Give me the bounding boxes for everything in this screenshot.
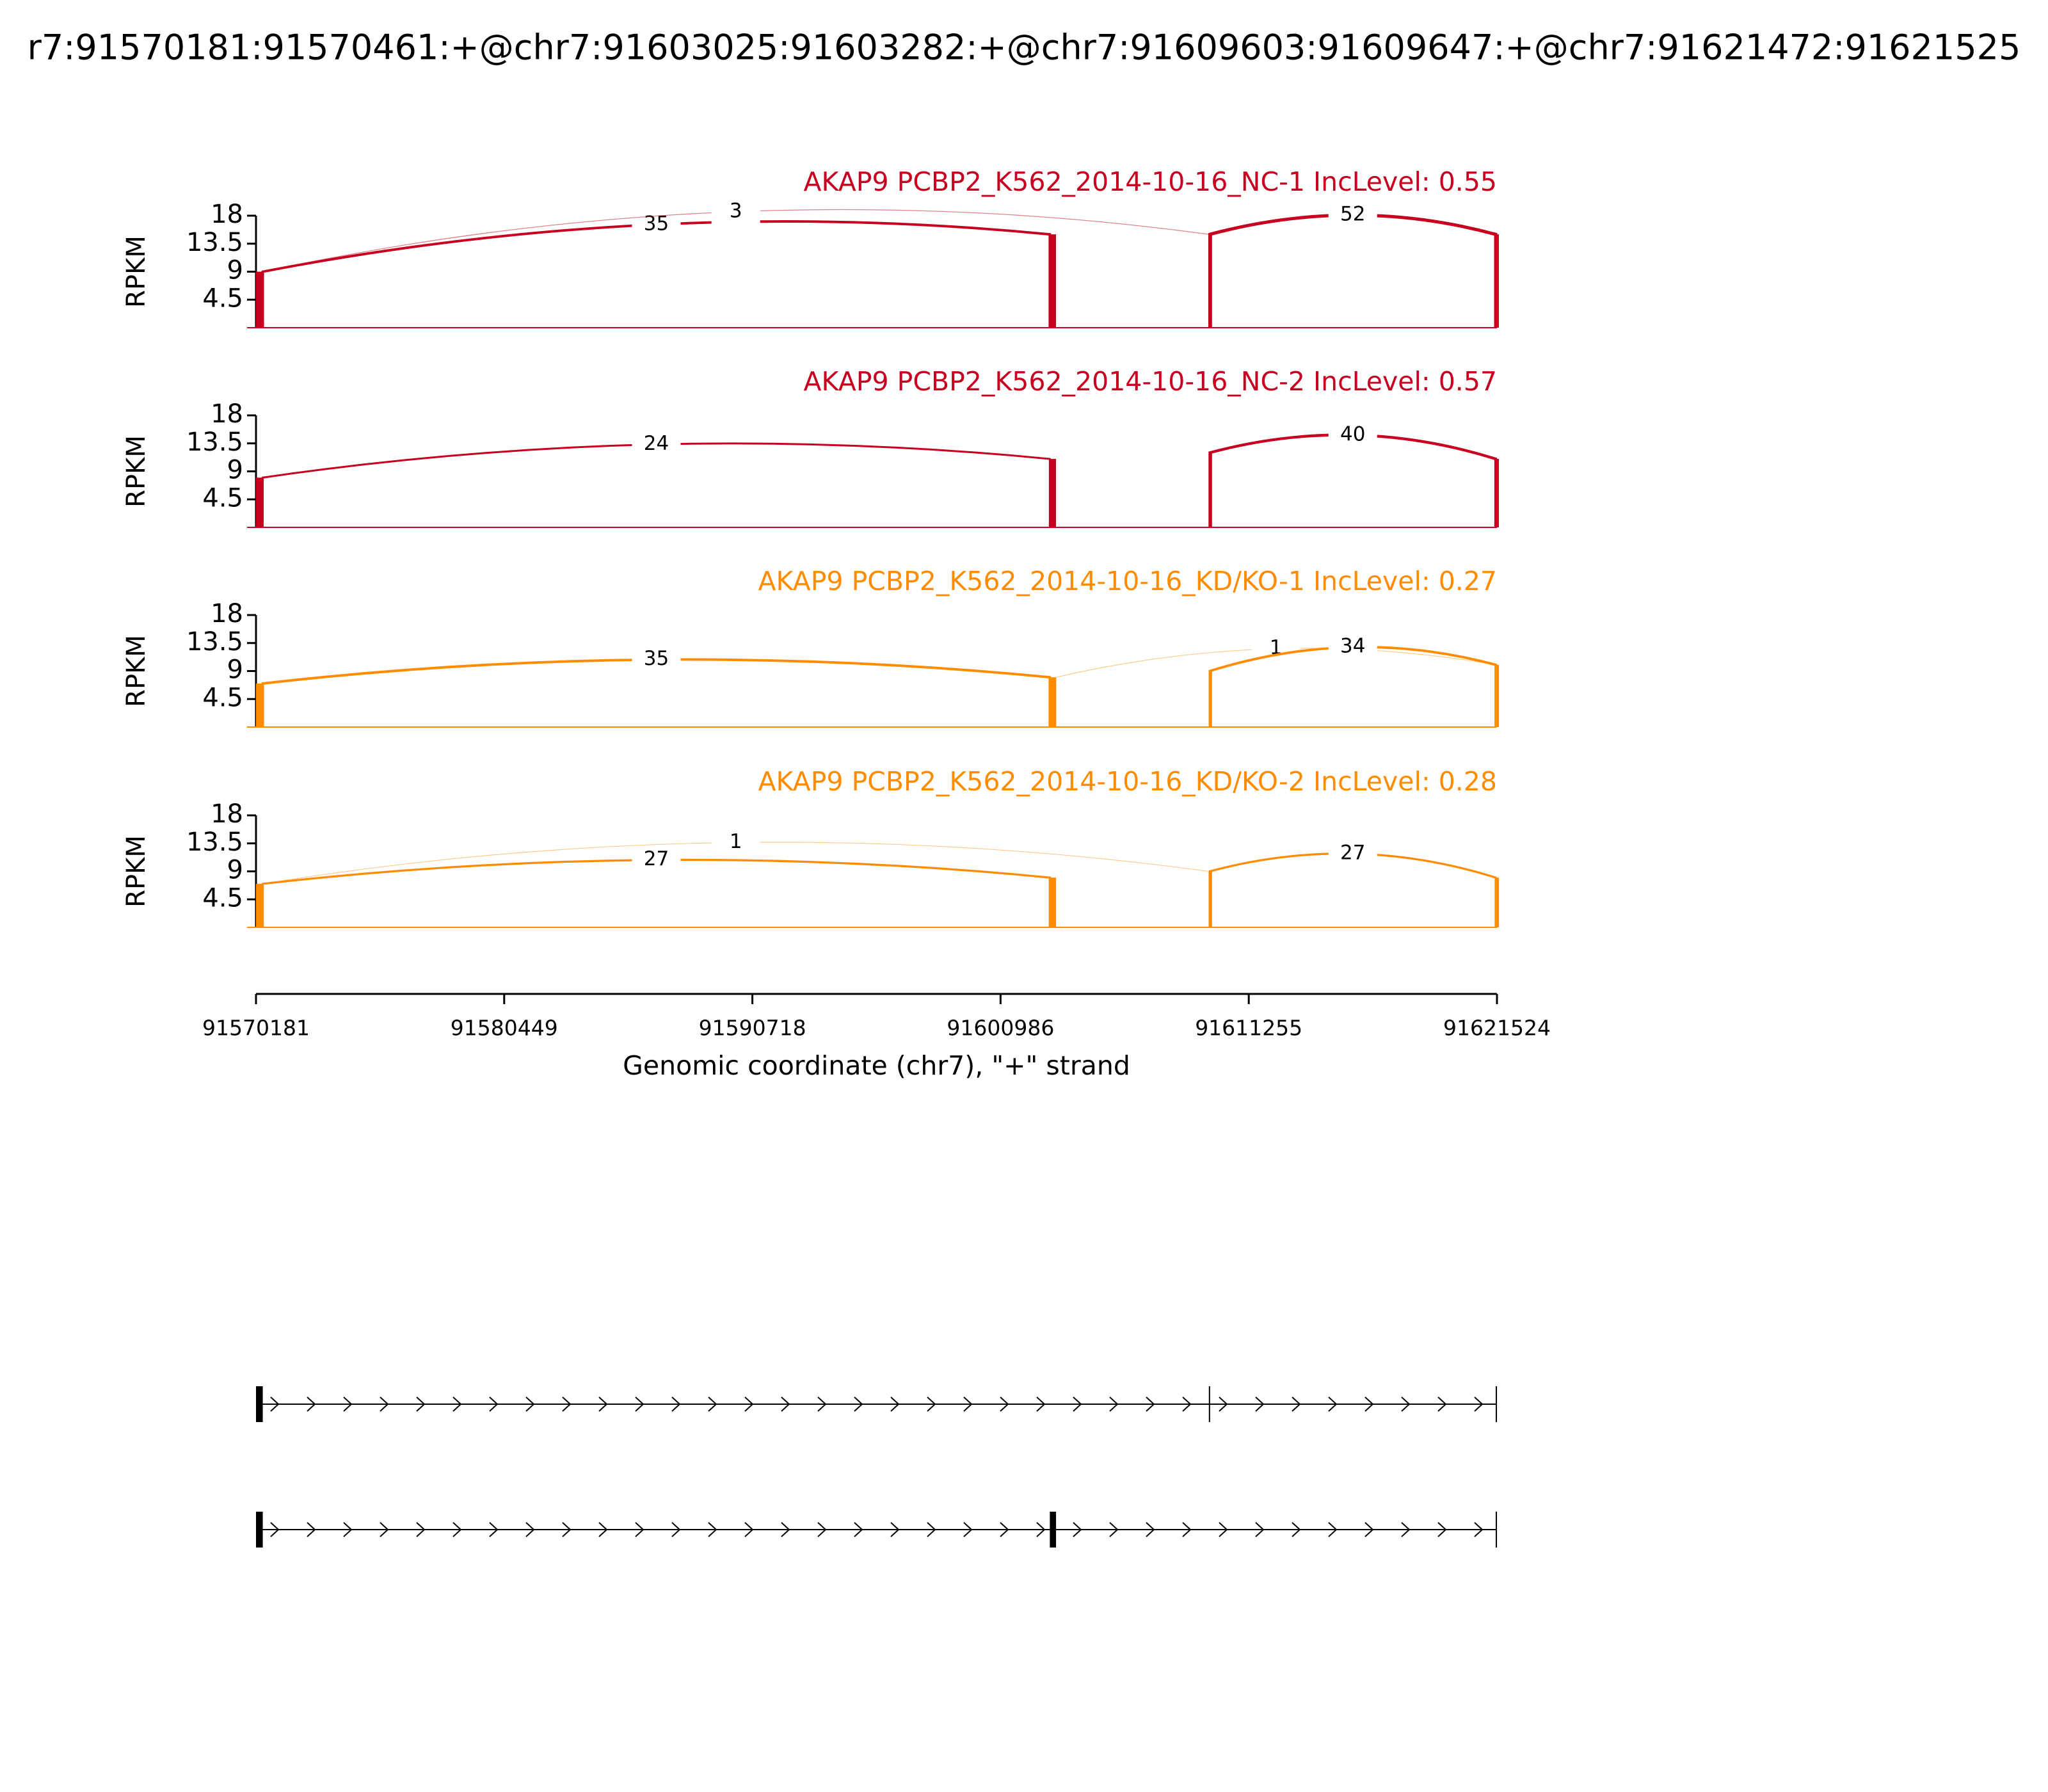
panel-title: AKAP9 PCBP2_K562_2014-10-16_NC-2 IncLeve…	[804, 366, 1498, 397]
junction-label-bg	[711, 198, 760, 225]
exon-coverage	[1050, 234, 1057, 328]
exon-coverage	[256, 883, 263, 927]
y-tick-label: 9	[227, 256, 243, 285]
x-tick-label: 91611255	[1195, 1016, 1302, 1041]
panel-title: AKAP9 PCBP2_K562_2014-10-16_KD/KO-1 IncL…	[758, 566, 1497, 596]
y-tick-label: 18	[211, 399, 243, 429]
junction-label-bg	[632, 431, 681, 458]
exon-coverage	[1050, 877, 1057, 927]
junction-label-bg	[1328, 202, 1377, 228]
junction-label: 40	[1340, 422, 1365, 445]
x-tick-label: 91600986	[947, 1016, 1054, 1041]
junction-arc	[1208, 433, 1498, 527]
exon-coverage	[256, 477, 263, 527]
exon-coverage	[1050, 677, 1057, 727]
x-tick-label: 91570181	[202, 1016, 310, 1041]
exon	[1496, 1512, 1498, 1548]
junction-label-bg	[632, 646, 681, 673]
exon-coverage	[1496, 664, 1500, 727]
junction-label-bg	[1328, 840, 1377, 867]
exon	[256, 1386, 263, 1422]
junction-label-bg	[711, 829, 760, 856]
exon-coverage	[1496, 877, 1500, 927]
junction-arc	[1208, 213, 1498, 328]
junction-label: 3	[730, 199, 742, 222]
junction-arc	[261, 220, 1052, 328]
x-tick-label: 91590718	[699, 1016, 806, 1041]
y-tick-label: 9	[227, 856, 243, 885]
figure-title: r7:91570181:91570461:+@chr7:91603025:916…	[28, 28, 2021, 68]
y-tick-label: 4.5	[202, 883, 243, 913]
panel-title: AKAP9 PCBP2_K562_2014-10-16_KD/KO-2 IncL…	[758, 766, 1497, 797]
y-tick-label: 4.5	[202, 683, 243, 712]
y-tick-label: 13.5	[186, 828, 243, 857]
exon-coverage	[256, 271, 263, 328]
x-tick-label: 91580449	[451, 1016, 558, 1041]
y-axis-label: RPKM	[122, 835, 151, 908]
junction-label: 1	[730, 830, 742, 853]
exon	[256, 1512, 263, 1548]
y-tick-label: 4.5	[202, 483, 243, 513]
junction-label-bg	[632, 847, 681, 873]
x-axis-label: Genomic coordinate (chr7), "+" strand	[623, 1050, 1130, 1081]
junction-label-bg	[1328, 634, 1377, 660]
exon	[1208, 1386, 1210, 1422]
junction-label: 35	[644, 647, 669, 670]
exon-coverage	[256, 683, 263, 727]
junction-label-bg	[1328, 422, 1377, 448]
strand-chevrons	[270, 1522, 1484, 1537]
junction-label: 27	[1340, 841, 1365, 864]
exon	[1496, 1386, 1498, 1422]
x-tick-label: 91621524	[1443, 1016, 1551, 1041]
exon-coverage	[1496, 459, 1500, 527]
y-tick-label: 13.5	[186, 228, 243, 257]
junction-arc	[262, 209, 1210, 328]
strand-chevrons	[270, 1396, 1484, 1412]
y-tick-label: 13.5	[186, 428, 243, 457]
y-tick-label: 9	[227, 655, 243, 685]
junction-label: 24	[644, 432, 669, 455]
exon	[1050, 1512, 1057, 1548]
junction-label: 52	[1340, 203, 1365, 226]
y-tick-label: 18	[211, 799, 243, 829]
y-axis-label: RPKM	[122, 635, 151, 707]
y-tick-label: 13.5	[186, 627, 243, 657]
junction-label: 34	[1340, 635, 1365, 658]
y-tick-label: 9	[227, 456, 243, 485]
y-axis-label: RPKM	[122, 435, 151, 508]
junction-label: 27	[644, 847, 669, 870]
y-tick-label: 4.5	[202, 284, 243, 313]
panel-title: AKAP9 PCBP2_K562_2014-10-16_NC-1 IncLeve…	[804, 166, 1498, 197]
y-tick-label: 18	[211, 599, 243, 628]
exon-coverage	[1050, 459, 1057, 527]
y-axis-label: RPKM	[122, 236, 151, 308]
y-tick-label: 18	[211, 200, 243, 229]
